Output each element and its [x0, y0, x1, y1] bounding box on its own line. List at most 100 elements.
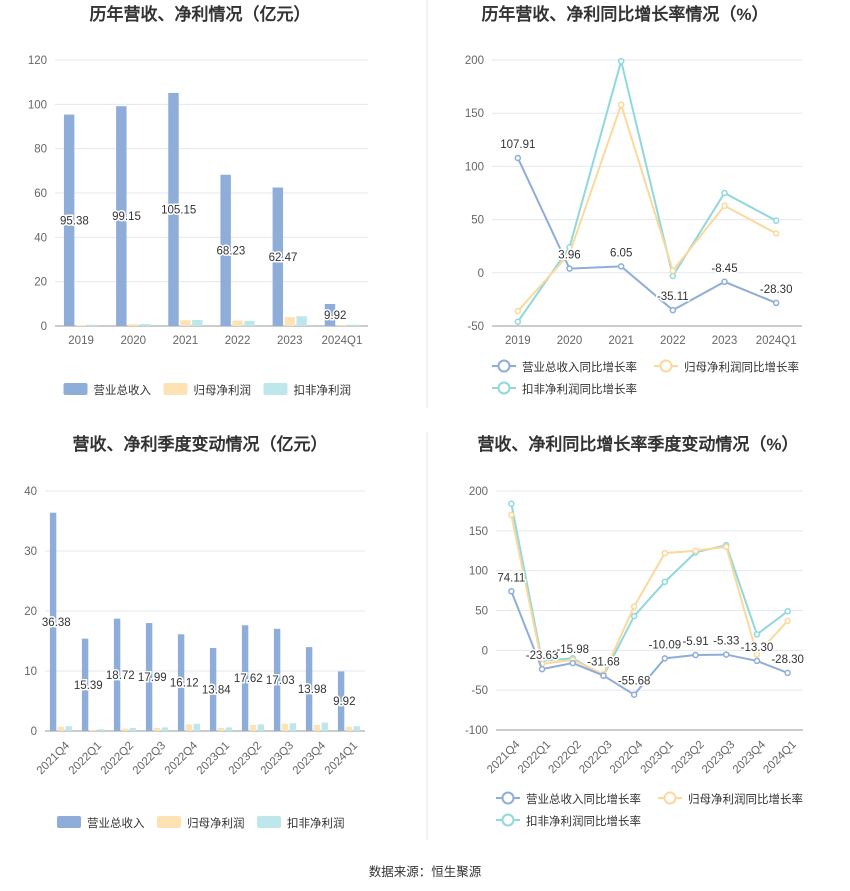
y-tick-label: 20	[24, 606, 37, 618]
bar-data-label: 95.38	[60, 215, 89, 227]
x-tick-label: 2022Q2	[99, 740, 136, 777]
bar-revenue	[113, 618, 121, 731]
legend-swatch	[163, 383, 188, 395]
line-data-label: -28.30	[760, 284, 793, 296]
bar-data-label: 15.39	[74, 680, 103, 692]
annual-growth-panel: 历年营收、净利同比增长率情况（%） -50 0 50 100 150 200 2019 2020…	[465, 4, 802, 396]
bar-revenue	[116, 106, 127, 326]
bar-data-label: 17.99	[138, 672, 167, 684]
data-point	[566, 265, 573, 272]
bar-net-profit	[284, 317, 295, 326]
data-point	[566, 250, 573, 257]
bar-data-label: 13.84	[202, 684, 231, 696]
legend-label: 营业总收入	[87, 816, 145, 830]
bar-net-profit	[313, 725, 321, 731]
series-line-deducted-profit	[510, 503, 789, 678]
data-point	[692, 547, 699, 554]
y-tick-label: -50	[471, 685, 488, 697]
bar-data-label: 36.38	[42, 617, 71, 629]
x-tick-label: 2024Q1	[323, 740, 360, 777]
bar-net-profit	[345, 726, 353, 731]
bar-net-profit	[336, 324, 348, 326]
x-tick-label: 2023Q3	[700, 739, 737, 776]
legend-label: 归母净利润	[187, 816, 245, 830]
data-point	[630, 603, 638, 610]
x-tick-label: 2022	[660, 335, 686, 347]
data-point	[784, 617, 791, 625]
data-point	[617, 101, 625, 108]
legend-label: 归母净利润同比增长率	[684, 360, 799, 374]
legend-label: 归母净利润同比增长率	[688, 792, 803, 806]
y-tick-label: 0	[478, 268, 484, 280]
y-tick-label: 40	[34, 232, 47, 244]
y-tick-label: 0	[31, 726, 37, 738]
data-point	[661, 655, 669, 662]
data-point	[514, 318, 522, 325]
bar-deducted-profit	[97, 729, 105, 731]
bar-net-profit	[217, 728, 225, 731]
y-tick-label: 200	[469, 486, 488, 498]
bar-revenue	[145, 623, 153, 731]
data-source-note: 数据来源：恒生聚源	[369, 864, 482, 879]
bar-deducted-profit	[192, 320, 203, 326]
series-line-revenue	[516, 157, 777, 312]
bar-revenue	[337, 671, 345, 731]
data-point	[772, 230, 780, 237]
bar-revenue	[81, 638, 89, 731]
y-tick-label: 10	[24, 666, 37, 678]
y-tick-label: -50	[467, 321, 484, 333]
bar-net-profit	[89, 729, 97, 731]
bar-revenue	[305, 647, 313, 731]
bar-revenue	[273, 628, 281, 731]
data-point	[721, 202, 728, 210]
legend-label: 扣非净利润同比增长率	[526, 814, 641, 828]
data-point	[514, 154, 522, 162]
chart-title: 营收、净利季度变动情况（亿元）	[73, 434, 328, 454]
x-tick-label: 2023Q2	[227, 740, 264, 777]
y-tick-label: 50	[471, 215, 484, 227]
y-tick-label: 150	[465, 108, 484, 120]
bar-data-label: 18.72	[106, 670, 135, 682]
line-data-label: 107.91	[500, 139, 535, 151]
bar-deducted-profit	[65, 726, 73, 731]
x-tick-label: 2021Q4	[35, 739, 73, 777]
legend-swatch	[57, 816, 81, 828]
line-data-label: -15.98	[556, 644, 589, 656]
legend-label: 营业总收入同比增长率	[526, 792, 641, 806]
bar-data-label: 17.62	[234, 673, 263, 685]
bar-revenue	[220, 174, 231, 326]
bar-deducted-profit	[289, 723, 297, 731]
chart-title: 历年营收、净利情况（亿元）	[90, 4, 311, 24]
x-tick-label: 2024Q1	[756, 335, 797, 347]
bar-revenue	[177, 634, 185, 731]
data-point	[661, 578, 669, 586]
bar-revenue	[63, 114, 75, 326]
y-tick-label: 100	[469, 566, 488, 578]
quarterly-amount-panel: 营收、净利季度变动情况（亿元）0102030402021Q42022Q12022…	[24, 434, 365, 830]
data-point	[784, 608, 791, 615]
legend-label: 扣非净利润	[294, 383, 352, 397]
legend-label: 营业总收入同比增长率	[522, 360, 637, 374]
data-point	[772, 217, 780, 224]
bar-data-label: 62.47	[269, 252, 298, 264]
series-line-net-profit	[517, 101, 777, 312]
bar-revenue	[209, 647, 217, 731]
line-data-label: -28.30	[771, 654, 804, 666]
bar-data-label: 9.92	[333, 696, 355, 708]
series-line-revenue	[510, 590, 789, 696]
y-tick-label: 120	[28, 55, 47, 67]
line-data-label: -35.11	[657, 291, 689, 303]
data-point	[617, 263, 625, 270]
x-tick-label: 2022Q2	[547, 739, 584, 776]
bar-deducted-profit	[139, 324, 151, 326]
legend-swatch	[63, 383, 88, 395]
x-tick-label: 2024Q1	[321, 335, 362, 347]
y-tick-label: 0	[41, 321, 47, 333]
data-point	[723, 543, 730, 551]
x-tick-label: 2022Q3	[577, 739, 614, 776]
line-data-label: 3.96	[558, 250, 580, 262]
data-point	[600, 672, 607, 679]
bar-revenue	[241, 625, 249, 731]
x-tick-label: 2019	[505, 335, 531, 347]
